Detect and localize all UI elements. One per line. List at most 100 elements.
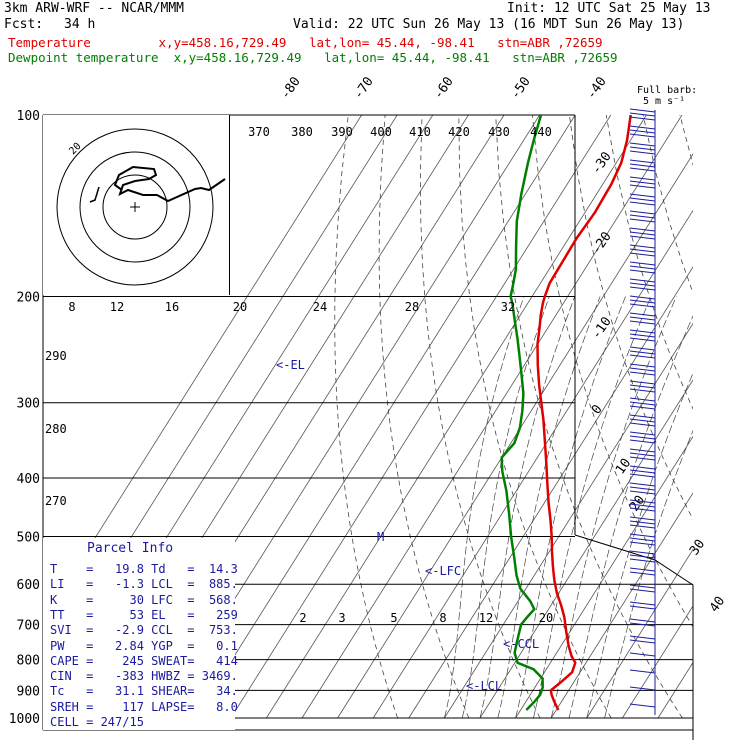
wind-barb — [629, 397, 656, 402]
wind-barb — [629, 354, 656, 359]
wind-barb — [629, 635, 656, 640]
isotherm-line — [372, 209, 693, 719]
isotherm-label: -70 — [351, 74, 377, 102]
hodograph-trace-start — [89, 186, 100, 203]
parcel-info-row: LI = -1.3 LCL = 885. — [50, 577, 238, 592]
wind-barb — [629, 588, 656, 593]
wind-barb — [629, 371, 656, 376]
wind-barb — [629, 622, 656, 627]
wind-barb — [629, 435, 656, 440]
isotherm-line — [622, 605, 693, 719]
wind-barb — [629, 159, 656, 164]
wind-barb — [629, 482, 656, 487]
pressure-tick-label: 100 — [17, 109, 40, 124]
dry-adiabat — [334, 115, 398, 719]
wind-barb — [629, 184, 656, 189]
theta-left-label: 270 — [45, 494, 67, 508]
wind-barb — [629, 176, 656, 181]
wind-barb — [629, 533, 656, 538]
wind-barb — [629, 129, 656, 134]
wind-barb — [629, 524, 656, 529]
isotherm-line — [337, 153, 693, 719]
forecast-hours: 34 h — [64, 17, 96, 32]
wind-barb — [629, 116, 656, 121]
wind-barb — [629, 248, 656, 253]
mixing-ratio-label: 3 — [338, 611, 345, 625]
wind-barb — [629, 193, 656, 198]
dewpoint-profile — [500, 115, 544, 711]
isotherm-label: 40 — [707, 594, 728, 615]
dry-adiabat — [679, 115, 693, 167]
isotherm-line — [586, 548, 693, 719]
isotherm-label: 10 — [613, 456, 634, 477]
isotherm-label: 0 — [589, 402, 606, 417]
wind-barb — [629, 507, 656, 512]
parcel-info-row: K = 30 LFC = 568. — [50, 592, 238, 607]
speed-tick-label: 16 — [165, 300, 179, 314]
wind-barb — [629, 265, 656, 270]
pressure-tick-label: 300 — [17, 397, 40, 412]
hodograph-ring-small — [102, 174, 168, 240]
speed-tick-label: 32 — [501, 300, 515, 314]
wind-barb — [629, 295, 656, 300]
wind-barb — [629, 214, 656, 219]
mixing-ratio-label: 2 — [299, 611, 306, 625]
wind-barb — [629, 235, 656, 240]
parcel-info-row: SVI = -2.9 CCL = 753. — [50, 623, 238, 638]
wind-barb — [629, 520, 656, 525]
wind-barb — [629, 550, 656, 555]
wind-barb — [629, 401, 656, 406]
isotherm-line — [550, 492, 693, 719]
wind-barb — [629, 150, 656, 155]
pressure-tick-label: 800 — [17, 654, 40, 669]
pressure-tick-label: 900 — [17, 684, 40, 699]
parcel-info-row: Tc = 31.1 SHEAR= 34. — [50, 684, 238, 699]
hodograph-inset: 20 — [43, 115, 230, 295]
speed-tick-label: 24 — [313, 300, 327, 314]
mixing-ratio-label: 20 — [539, 611, 553, 625]
wind-barb — [629, 439, 656, 444]
speed-tick-label: 8 — [68, 300, 75, 314]
isotherm-label: -10 — [589, 314, 615, 342]
wind-barb — [629, 571, 656, 576]
pressure-tick-label: 600 — [17, 578, 40, 593]
model-title: 3km ARW-WRF -- NCAR/MMM — [4, 1, 185, 16]
isotherm-label: 30 — [687, 537, 708, 558]
isotherm-line — [230, 115, 612, 719]
wind-barb — [629, 558, 656, 563]
theta-e-label: 410 — [409, 125, 431, 139]
wind-barb — [629, 639, 656, 644]
isotherm-label: 20 — [627, 493, 648, 514]
level-marker: <-CCL — [503, 637, 539, 651]
barb-legend-units: 5 m s⁻¹ — [643, 96, 685, 107]
level-marker: <-LFC — [425, 564, 461, 578]
valid-time: Valid: 22 UTC Sun 26 May 13 (16 MDT Sun … — [293, 17, 685, 32]
wind-barb — [629, 418, 656, 423]
wind-barb — [629, 431, 656, 436]
parcel-info-row: SREH = 117 LAPSE= 8.0 — [50, 699, 238, 714]
init-time: Init: 12 UTC Sat 25 May 13 — [507, 1, 711, 16]
wind-barb — [629, 278, 656, 283]
dry-adiabat — [569, 115, 693, 521]
wind-barb — [629, 163, 656, 168]
wind-barb — [629, 605, 656, 610]
wind-barb — [629, 384, 656, 389]
theta-e-label: 400 — [370, 125, 392, 139]
wind-barb — [629, 367, 656, 372]
wind-barb — [629, 108, 656, 113]
hodograph-ring-label: 20 — [67, 141, 83, 157]
wind-barb — [629, 388, 656, 393]
theta-e-label: 370 — [248, 125, 270, 139]
hodograph-trace — [113, 165, 226, 203]
speed-tick-label: 12 — [110, 300, 124, 314]
wind-barb — [629, 227, 656, 232]
dry-adiabat — [605, 115, 693, 410]
wind-barb — [629, 452, 656, 457]
wind-barb — [629, 405, 656, 410]
wind-barb — [629, 312, 656, 317]
wind-barb — [629, 703, 656, 708]
right-axis-lower — [574, 534, 694, 740]
wind-barb — [629, 282, 656, 287]
wind-barb — [629, 499, 656, 504]
